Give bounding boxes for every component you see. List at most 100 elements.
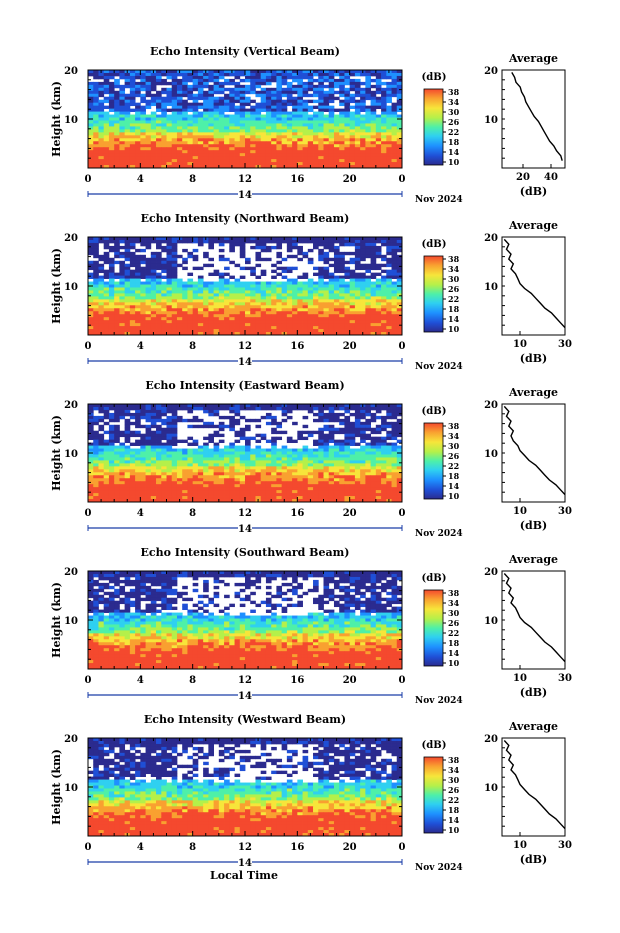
heatmap-cell — [392, 88, 398, 91]
heatmap-cell — [214, 123, 220, 126]
colorbar-tick-label: 10 — [448, 324, 460, 334]
heatmap-cell — [208, 106, 214, 109]
heatmap-cell — [303, 162, 309, 165]
heatmap-cell — [219, 296, 225, 299]
heatmap-cell — [198, 279, 204, 282]
heatmap-cell — [235, 440, 241, 443]
heatmap-cell — [334, 413, 340, 416]
heatmap-cell — [292, 457, 298, 460]
heatmap-cell — [151, 290, 157, 293]
heatmap-cell — [376, 317, 382, 320]
heatmap-cell — [324, 311, 330, 314]
heatmap-cell — [187, 132, 193, 135]
heatmap-cell — [135, 478, 141, 481]
heatmap-cell — [318, 147, 324, 150]
heatmap-cell — [93, 285, 99, 288]
heatmap-cell — [130, 434, 136, 437]
heatmap-cell — [182, 258, 188, 261]
heatmap-cell — [135, 293, 141, 296]
heatmap-cell — [381, 141, 387, 144]
heatmap-cell — [297, 437, 303, 440]
heatmap-cell — [392, 287, 398, 290]
heatmap-cell — [240, 115, 246, 118]
heatmap-cell — [167, 240, 173, 243]
heatmap-cell — [182, 147, 188, 150]
heatmap-cell — [313, 463, 319, 466]
heatmap-cell — [130, 404, 136, 407]
heatmap-cell — [224, 100, 230, 103]
heatmap-cell — [329, 243, 335, 246]
heatmap-cell — [224, 129, 230, 132]
heatmap-cell — [130, 126, 136, 129]
heatmap-cell — [109, 425, 115, 428]
heatmap-cell — [235, 147, 241, 150]
heatmap-cell — [167, 293, 173, 296]
heatmap-cell — [344, 97, 350, 100]
heatmap-cell — [156, 419, 162, 422]
heatmap-cell — [167, 472, 173, 475]
heatmap-cell — [276, 156, 282, 159]
heatmap-cell — [365, 70, 371, 73]
heatmap-cell — [355, 112, 361, 115]
heatmap-cell — [177, 463, 183, 466]
heatmap-cell — [208, 153, 214, 156]
heatmap-cell — [261, 290, 267, 293]
heatmap-cell — [276, 452, 282, 455]
heatmap-cell — [365, 144, 371, 147]
heatmap-cell — [114, 407, 120, 410]
heatmap-cell — [119, 118, 125, 121]
heatmap-cell — [381, 422, 387, 425]
heatmap-cell — [156, 478, 162, 481]
heatmap-cell — [329, 329, 335, 332]
heatmap-cell — [161, 320, 167, 323]
heatmap-cell — [161, 135, 167, 138]
heatmap-cell — [98, 285, 104, 288]
heatmap-cell — [250, 240, 256, 243]
heatmap-cell — [350, 460, 356, 463]
heatmap-cell — [119, 106, 125, 109]
heatmap-cell — [229, 246, 235, 249]
heatmap-cell — [214, 112, 220, 115]
heatmap-cell — [303, 100, 309, 103]
heatmap-cell — [161, 129, 167, 132]
heatmap-cell — [177, 287, 183, 290]
heatmap-cell — [360, 109, 366, 112]
heatmap-cell — [125, 410, 131, 413]
heatmap-cell — [376, 410, 382, 413]
heatmap-cell — [303, 475, 309, 478]
heatmap-cell — [219, 449, 225, 452]
colorbar-tick-label: 22 — [448, 294, 459, 304]
heatmap-cell — [271, 76, 277, 79]
heatmap-cell — [350, 147, 356, 150]
heatmap-cell — [135, 317, 141, 320]
heatmap-cell — [261, 88, 267, 91]
heatmap-cell — [245, 305, 251, 308]
heatmap-cell — [344, 276, 350, 279]
heatmap-cell — [219, 82, 225, 85]
heatmap-cell — [371, 264, 377, 267]
heatmap-cell — [224, 123, 230, 126]
heatmap-cell — [318, 156, 324, 159]
heatmap-cell — [334, 91, 340, 94]
heatmap-cell — [219, 463, 225, 466]
heatmap-cell — [287, 466, 293, 469]
heatmap-cell — [386, 88, 392, 91]
heatmap-cell — [324, 106, 330, 109]
heatmap-cell — [114, 252, 120, 255]
heatmap-cell — [182, 150, 188, 153]
heatmap-cell — [167, 150, 173, 153]
heatmap-cell — [350, 252, 356, 255]
heatmap-cell — [125, 79, 131, 82]
heatmap-cell — [219, 472, 225, 475]
heatmap-cells — [88, 70, 402, 168]
heatmap-cell — [329, 404, 335, 407]
heatmap-cell — [119, 252, 125, 255]
heatmap-cell — [344, 147, 350, 150]
heatmap-cell — [119, 434, 125, 437]
heatmap-cell — [292, 147, 298, 150]
heatmap-cell — [172, 109, 178, 112]
heatmap-cell — [360, 478, 366, 481]
heatmap-cell — [109, 469, 115, 472]
heatmap-cell — [140, 88, 146, 91]
heatmap-cell — [386, 279, 392, 282]
